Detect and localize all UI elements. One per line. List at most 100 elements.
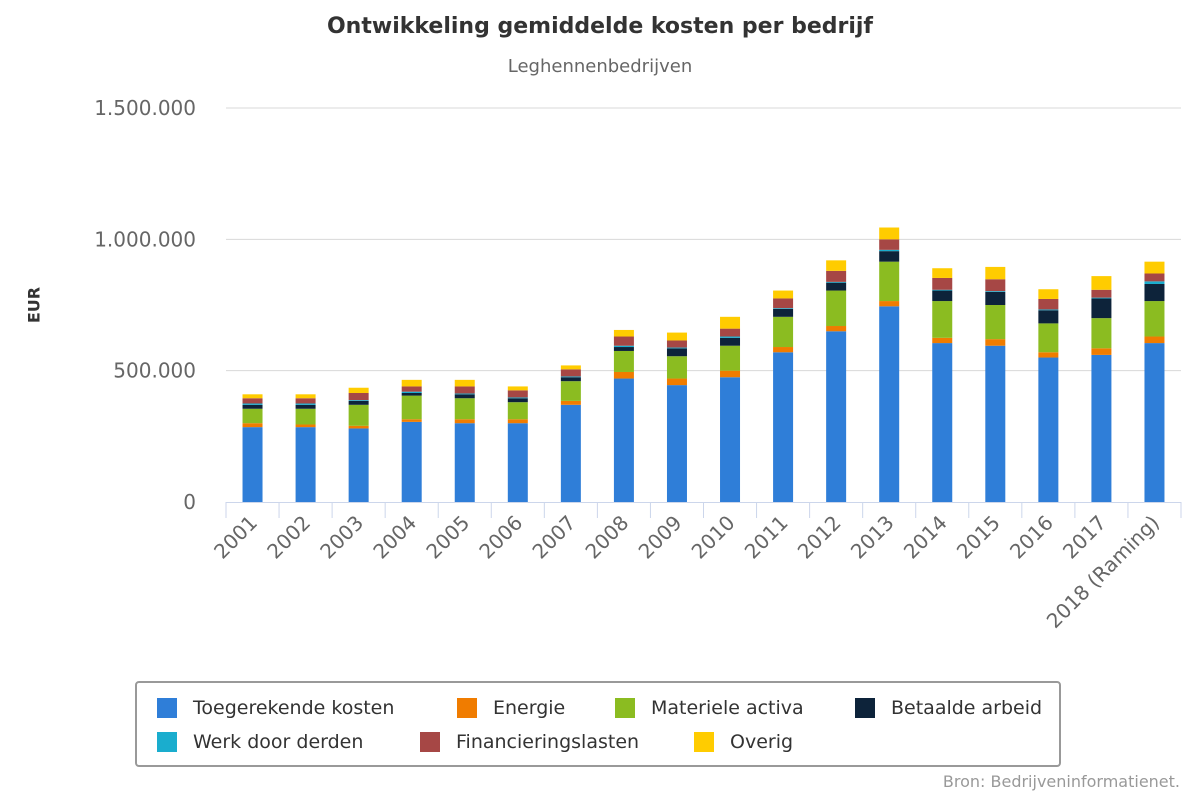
bar-segment-betaalde-arbeid: [1091, 298, 1112, 319]
bar-segment-energie: [985, 339, 1006, 346]
bar-segment-werk-door-derden: [932, 289, 953, 291]
legend-item[interactable]: Energie: [457, 697, 565, 719]
bar-segment-toegerekende-kosten: [507, 423, 528, 502]
bar-segment-werk-door-derden: [720, 336, 741, 338]
legend-label: Energie: [493, 697, 566, 719]
bar-segment-energie: [401, 419, 422, 422]
bar-segment-betaalde-arbeid: [826, 282, 847, 291]
bar-segment-werk-door-derden: [454, 393, 475, 395]
legend-item[interactable]: Materiele activa: [615, 697, 804, 719]
x-tick-label: 2008: [580, 511, 633, 564]
bar-segment-werk-door-derden: [507, 397, 528, 399]
bar-segment-materiele-activa: [507, 402, 528, 420]
bar-segment-werk-door-derden: [1091, 297, 1112, 299]
bar-segment-financieringslasten: [985, 279, 1006, 292]
bar-segment-werk-door-derden: [826, 281, 847, 283]
legend-item[interactable]: Werk door derden: [157, 731, 363, 753]
bar-segment-financieringslasten: [932, 277, 953, 290]
bar-segment-energie: [879, 301, 900, 307]
bar-segment-financieringslasten: [348, 392, 369, 401]
legend-label: Overig: [730, 731, 794, 753]
bar-segment-overig: [773, 290, 794, 299]
x-tick-label: 2002: [262, 511, 315, 564]
legend-swatch: [457, 698, 477, 718]
legend-item[interactable]: Betaalde arbeid: [855, 697, 1042, 719]
bar-segment-energie: [348, 425, 369, 429]
bar-segment-betaalde-arbeid: [1038, 310, 1059, 324]
bar-segment-financieringslasten: [773, 298, 794, 309]
bar-segment-overig: [879, 227, 900, 240]
bar-segment-betaalde-arbeid: [507, 398, 528, 403]
bar-segment-overig: [720, 316, 741, 329]
bar-segment-financieringslasten: [826, 270, 847, 282]
x-tick-label: 2012: [793, 511, 846, 564]
bar-segment-financieringslasten: [454, 386, 475, 394]
bar-segment-toegerekende-kosten: [720, 377, 741, 502]
legend-item[interactable]: Overig: [694, 731, 793, 753]
bar-segment-overig: [560, 365, 581, 370]
legend-item[interactable]: Financieringslasten: [420, 731, 639, 753]
bar-segment-werk-door-derden: [666, 347, 687, 349]
bar-segment-werk-door-derden: [348, 400, 369, 401]
bar-segment-toegerekende-kosten: [454, 423, 475, 502]
bar-segment-toegerekende-kosten: [773, 352, 794, 502]
legend-swatch: [420, 732, 440, 752]
bar-segment-overig: [348, 387, 369, 393]
bar-segment-betaalde-arbeid: [560, 377, 581, 382]
bar-segment-werk-door-derden: [295, 403, 316, 405]
bar-segment-betaalde-arbeid: [879, 251, 900, 262]
bar-segment-toegerekende-kosten: [1144, 343, 1165, 502]
x-tick-label: 2001: [209, 511, 262, 564]
bar-segment-overig: [1038, 289, 1059, 299]
bar-segment-overig: [666, 332, 687, 341]
credits[interactable]: Bron: Bedrijveninformatienet.: [942, 772, 1180, 791]
bar-segment-toegerekende-kosten: [666, 385, 687, 502]
legend-swatch: [694, 732, 714, 752]
bar-segment-overig: [507, 386, 528, 391]
bar-segment-overig: [613, 329, 634, 337]
bar-segment-betaalde-arbeid: [985, 291, 1006, 305]
bar-segment-materiele-activa: [401, 395, 422, 420]
x-tick-label: 2013: [846, 511, 899, 564]
bar-segment-betaalde-arbeid: [720, 337, 741, 346]
bar-segment-werk-door-derden: [773, 308, 794, 309]
x-tick-label: 2007: [527, 511, 580, 564]
bar-segment-betaalde-arbeid: [613, 347, 634, 351]
bar-segment-toegerekende-kosten: [242, 427, 263, 502]
bar-segment-materiele-activa: [348, 404, 369, 426]
y-tick-label: 500.000: [113, 359, 196, 383]
legend-item[interactable]: Toegerekende kosten: [157, 697, 394, 719]
legend-label: Financieringslasten: [456, 731, 640, 753]
bar-segment-betaalde-arbeid: [295, 404, 316, 409]
bar-segment-betaalde-arbeid: [1144, 283, 1165, 302]
bar-segment-financieringslasten: [507, 390, 528, 398]
bar-segment-betaalde-arbeid: [932, 290, 953, 302]
bar-segment-financieringslasten: [401, 386, 422, 392]
bar-segment-betaalde-arbeid: [666, 348, 687, 357]
bar-segment-werk-door-derden: [242, 403, 263, 405]
legend-swatch: [157, 732, 177, 752]
x-tick-label: 2011: [740, 511, 793, 564]
legend-swatch: [615, 698, 635, 718]
legend-label: Betaalde arbeid: [891, 697, 1043, 719]
legend-swatch: [157, 698, 177, 718]
bar-segment-overig: [401, 379, 422, 387]
bar-segment-materiele-activa: [295, 408, 316, 425]
bar-segment-materiele-activa: [1038, 323, 1059, 353]
bar-segment-overig: [826, 260, 847, 271]
bar-segment-energie: [773, 347, 794, 353]
chart-subtitle: Leghennenbedrijven: [507, 56, 693, 77]
bar-segment-financieringslasten: [560, 369, 581, 377]
bar-segment-betaalde-arbeid: [454, 394, 475, 399]
bar-segment-financieringslasten: [1091, 289, 1112, 298]
bar-segment-materiele-activa: [932, 301, 953, 338]
bar-segment-energie: [295, 424, 316, 428]
bar-segment-financieringslasten: [666, 340, 687, 348]
x-tick-label: 2016: [1005, 511, 1058, 564]
bar-segment-financieringslasten: [242, 398, 263, 404]
bar-segment-financieringslasten: [1038, 298, 1059, 310]
bar-segment-energie: [1144, 336, 1165, 344]
bar-segment-werk-door-derden: [613, 345, 634, 348]
bar-segment-energie: [454, 419, 475, 424]
bar-segment-materiele-activa: [720, 345, 741, 371]
